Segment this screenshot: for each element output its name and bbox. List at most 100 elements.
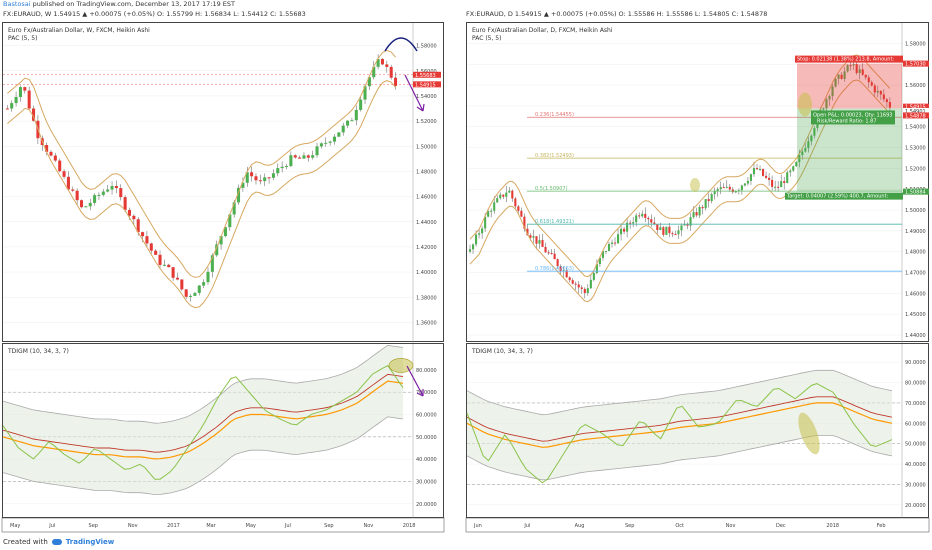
candle-body	[755, 168, 759, 170]
price-tick-label: 1.45000	[905, 312, 926, 318]
candle-body	[49, 151, 53, 156]
candle-body	[659, 227, 662, 231]
candle-body	[481, 228, 484, 234]
candle-body	[831, 86, 834, 97]
candle-body	[241, 182, 245, 188]
price-tick-label: 1.56000	[905, 83, 926, 89]
left-osc-panel[interactable]: TDIGM (10, 34, 3, 7) 80.0000 70.0000 60.00…	[2, 343, 444, 519]
right-price-tag-bg	[903, 188, 929, 195]
candle-body	[529, 235, 532, 238]
candle-body	[671, 233, 674, 235]
candle-body	[538, 240, 541, 244]
pac-lower-band	[7, 80, 396, 309]
candle-body	[650, 219, 653, 223]
candle-body	[367, 77, 371, 87]
fib-level-label: 0.382(1.52493)	[535, 153, 574, 159]
candle-body	[635, 215, 638, 223]
candle-body	[719, 187, 722, 190]
candle-body	[565, 270, 568, 278]
author-link[interactable]: Bastosai	[3, 0, 31, 8]
candle-body	[665, 226, 668, 235]
candle-body	[468, 249, 472, 252]
candle-body	[644, 213, 647, 218]
candle-body	[686, 224, 689, 226]
candle-body	[852, 64, 855, 66]
down-arrow-annotation	[404, 74, 425, 112]
candle-body	[376, 59, 380, 67]
osc-tick-label: 60.0000	[905, 421, 926, 427]
candle-body	[471, 244, 475, 250]
right-chart-title: Euro Fx/Australian Dollar, D, FXCM, Heik…	[472, 27, 613, 34]
left-symbol-line: FX:EURAUD, W 1.54915 ▲ +0.00075 (+0.05%)…	[3, 10, 306, 18]
candle-body	[828, 96, 831, 100]
osc-down-arrow-annotation	[406, 365, 424, 397]
entry-highlight-ellipse	[798, 92, 812, 117]
fib-level-label: 0.786(1.47063)	[535, 266, 574, 272]
osc-slow-line	[2, 373, 404, 453]
right-price-tag-bg	[903, 107, 929, 114]
candle-body	[620, 228, 623, 235]
time-tick-label: 2018	[403, 523, 416, 529]
left-price-plot: 1.58000 1.56000 1.54000 1.52000 1.50000 1.480…	[3, 23, 441, 343]
candle-body	[359, 99, 363, 110]
publish-header: Bastosai published on TradingView.com, D…	[3, 0, 235, 9]
right-osc-panel[interactable]: TDIGM (10, 34, 3, 7) 90.0000 80.0000 70.00…	[466, 343, 929, 519]
candle-body	[692, 212, 695, 218]
time-tick-label: Sep	[89, 523, 98, 529]
pac-upper-band	[7, 49, 396, 278]
candle-body	[550, 252, 553, 254]
right-price-tag-label: 1.54878	[905, 113, 926, 119]
tradingview-brand[interactable]: TradingView	[65, 538, 115, 546]
candle-body	[873, 85, 876, 93]
candle-body	[106, 189, 110, 192]
right-price-tag-bg	[903, 103, 929, 110]
candle-body	[743, 183, 746, 186]
candle-body	[698, 206, 701, 216]
stop-label: Stop: 0.02138 (1.38%) 213.8, Amount:	[797, 57, 894, 63]
candle-body	[478, 233, 481, 235]
candle-body	[834, 78, 837, 87]
price-tag-label: 1.54915	[415, 82, 436, 88]
left-price-panel[interactable]: Euro Fx/Australian Dollar, W, FXCM, Heik…	[2, 22, 444, 343]
candle-body	[713, 191, 716, 195]
candle-body	[786, 172, 789, 183]
candle-body	[271, 173, 275, 178]
right-price-tag-label: 1.54915	[905, 105, 926, 111]
osc-fast-line	[2, 365, 404, 480]
candle-body	[475, 234, 478, 245]
candle-body	[840, 74, 843, 79]
price-tick-label: 1.54000	[416, 94, 437, 100]
candle-body	[5, 108, 9, 110]
candle-body	[341, 125, 345, 133]
osc-tick-label: 40.0000	[416, 457, 437, 463]
osc-upper-band	[2, 344, 404, 424]
time-axis-bg	[465, 517, 930, 533]
osc-tick-label: 30.0000	[416, 480, 437, 486]
candle-body	[298, 157, 302, 159]
created-with-text: Created with	[3, 538, 48, 546]
osc-tick-label: 50.0000	[416, 435, 437, 441]
candle-body	[601, 251, 604, 258]
candle-body	[837, 74, 840, 79]
candle-body	[508, 190, 511, 193]
osc-tick-label: 80.0000	[905, 381, 926, 387]
candle-body	[774, 186, 777, 188]
candle-body	[562, 270, 565, 272]
candle-body	[746, 180, 749, 184]
price-tag-bg	[413, 81, 441, 88]
price-tick-label: 1.50000	[416, 144, 437, 150]
candle-body	[496, 198, 499, 203]
candle-body	[864, 74, 867, 78]
candle-body	[363, 86, 367, 100]
candle-body	[583, 288, 586, 294]
left-osc-plot: 80.0000 70.0000 60.0000 50.0000 40.0000 30.00…	[2, 344, 437, 519]
candle-body	[193, 292, 197, 296]
top-arc-annotation	[384, 37, 418, 52]
osc-band-fill	[3, 345, 403, 495]
right-price-panel[interactable]: Euro Fx/Australian Dollar, D, FXCM, Heik…	[466, 22, 929, 343]
time-tick-label: May	[246, 523, 256, 529]
right-symbol-line: FX:EURAUD, D 1.54915 ▲ +0.00075 (+0.05%)…	[466, 10, 768, 18]
candle-body	[589, 279, 592, 289]
candle-body	[695, 212, 698, 216]
candle-body	[276, 168, 280, 174]
